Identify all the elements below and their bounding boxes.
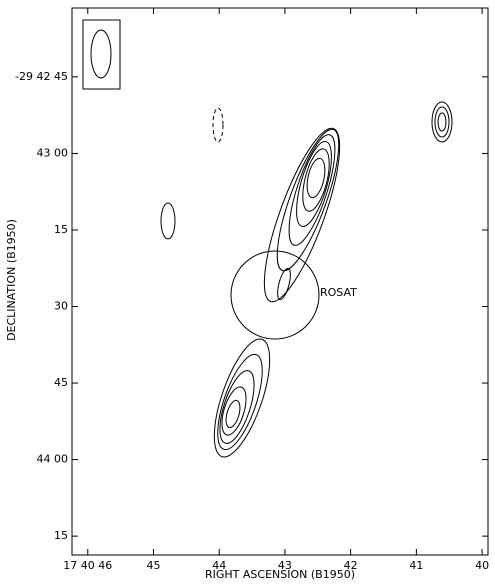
x-tick-label: 45 bbox=[146, 559, 160, 572]
x-tick-label: 17 40 46 bbox=[63, 559, 112, 572]
x-tick-label: 43 bbox=[278, 559, 292, 572]
y-tick-label: 45 bbox=[54, 376, 68, 389]
x-tick-label: 41 bbox=[409, 559, 423, 572]
plot-frame bbox=[71, 7, 489, 556]
x-tick-label: 44 bbox=[212, 559, 226, 572]
y-tick-label: 30 bbox=[54, 300, 68, 313]
y-tick-label: 44 00 bbox=[37, 453, 69, 466]
x-axis-label: RIGHT ASCENSION (B1950) bbox=[205, 568, 355, 581]
y-axis-label: DECLINATION (B1950) bbox=[5, 219, 18, 341]
y-tick-label: 15 bbox=[54, 223, 68, 236]
x-tick-label: 42 bbox=[344, 559, 358, 572]
y-tick-label: 43 00 bbox=[37, 146, 69, 159]
annotation: ROSAT bbox=[320, 286, 357, 299]
y-tick-label: -29 42 45 bbox=[15, 70, 68, 83]
y-tick-label: 15 bbox=[54, 529, 68, 542]
beam bbox=[82, 19, 121, 90]
contours bbox=[160, 101, 453, 458]
rosat-circle bbox=[230, 250, 320, 340]
x-tick-label: 40 bbox=[475, 559, 489, 572]
